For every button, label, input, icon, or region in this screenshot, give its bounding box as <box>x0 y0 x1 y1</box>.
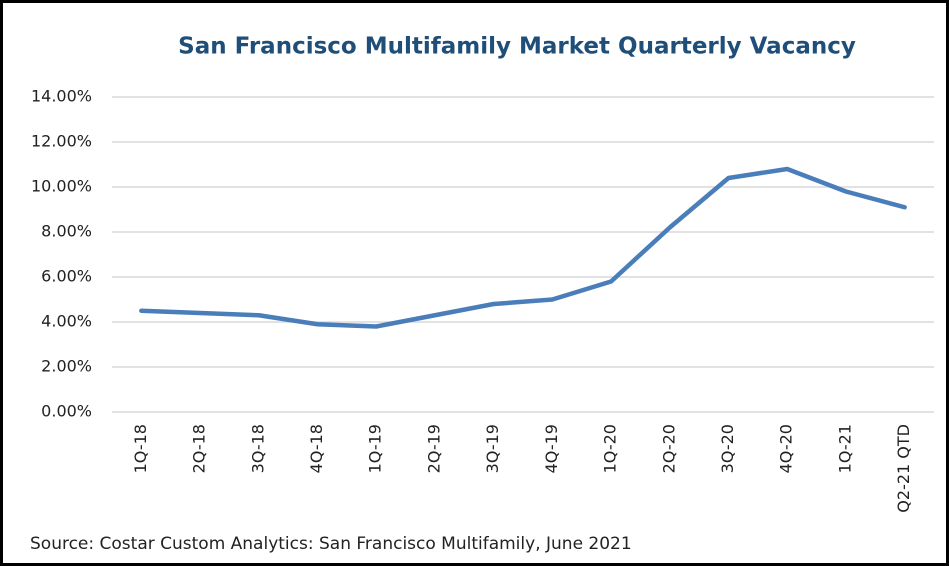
y-tick-label: 14.00% <box>31 87 92 106</box>
x-tick-label: 4Q-19 <box>542 424 561 473</box>
x-tick-label: 1Q-19 <box>366 424 385 473</box>
x-tick-label: Q2-21 QTD <box>894 424 913 513</box>
chart-title: San Francisco Multifamily Market Quarter… <box>178 34 856 60</box>
line <box>139 166 907 329</box>
y-tick-label: 4.00% <box>41 312 92 331</box>
x-tick-label: 1Q-21 <box>835 424 854 473</box>
x-tick-label: 4Q-18 <box>307 424 326 473</box>
x-tick-label: 3Q-19 <box>483 424 502 473</box>
x-tick-label: 4Q-20 <box>777 424 796 473</box>
x-tick-label: 2Q-20 <box>659 424 678 473</box>
y-tick-label: 12.00% <box>31 132 92 151</box>
y-tick-label: 8.00% <box>41 222 92 241</box>
x-tick-label: 2Q-18 <box>190 424 209 473</box>
y-tick-label: 10.00% <box>31 177 92 196</box>
source: Source: Costar Custom Analytics: San Fra… <box>30 534 632 554</box>
x-tick-label: 3Q-18 <box>248 424 267 473</box>
x-tick-label: 3Q-20 <box>718 424 737 473</box>
x-tick-label: 1Q-20 <box>601 424 620 473</box>
y-tick-label: 0.00% <box>41 402 92 421</box>
x-tick-label: 1Q-18 <box>131 424 150 473</box>
y-tick-label: 6.00% <box>41 267 92 286</box>
y-tick-label: 2.00% <box>41 357 92 376</box>
x-tick-label: 2Q-19 <box>424 424 443 473</box>
